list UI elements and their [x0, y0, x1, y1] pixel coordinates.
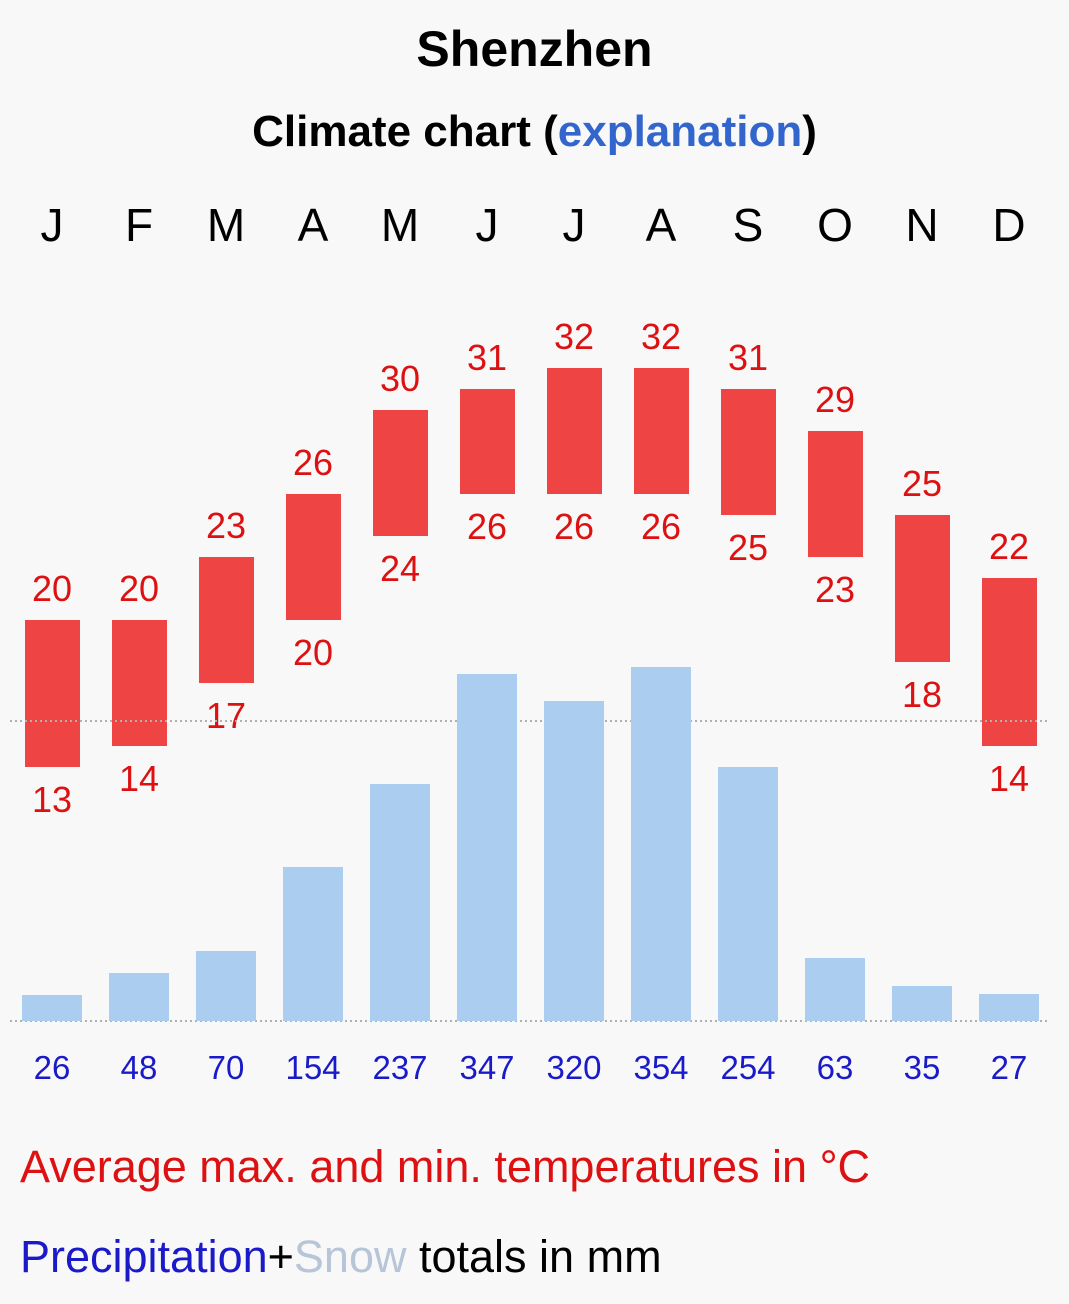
precip-value-label: 237 — [372, 1049, 427, 1086]
temp-min-label: 14 — [989, 758, 1029, 799]
month-label: J — [563, 199, 586, 251]
temp-min-label: 13 — [32, 779, 72, 820]
temp-min-label: 20 — [293, 632, 333, 673]
temp-bar — [286, 494, 341, 620]
temp-bar — [634, 368, 689, 494]
legend-snow-word: Snow — [293, 1231, 407, 1282]
legend-totals: totals in mm — [406, 1231, 662, 1282]
explanation-link[interactable]: explanation — [557, 107, 803, 156]
temp-bar — [982, 578, 1037, 746]
precip-value-label: 254 — [720, 1049, 775, 1086]
month-label: A — [646, 199, 677, 251]
temp-bar — [373, 410, 428, 536]
temp-bar — [199, 557, 254, 683]
precip-bar — [718, 767, 778, 1021]
month-label: D — [992, 199, 1025, 251]
month-label: M — [207, 199, 245, 251]
legend-temperature: Average max. and min. temperatures in °C — [20, 1141, 871, 1192]
temp-max-label: 32 — [641, 316, 681, 357]
precip-value-label: 26 — [34, 1049, 71, 1086]
temp-max-label: 32 — [554, 316, 594, 357]
precip-value-label: 48 — [121, 1049, 158, 1086]
temp-max-label: 22 — [989, 526, 1029, 567]
temperature-bars — [25, 368, 1037, 767]
subtitle-text: Climate chart — [252, 107, 531, 156]
legend-precip-word: Precipitation — [20, 1231, 268, 1282]
precip-value-label: 154 — [285, 1049, 340, 1086]
precip-bar — [544, 701, 604, 1021]
temp-min-label: 18 — [902, 674, 942, 715]
precip-value-label: 35 — [904, 1049, 941, 1086]
temp-min-label: 26 — [467, 506, 507, 547]
month-label: F — [125, 199, 153, 251]
precipitation-labels: 26 48 70 154 237 347 320 354 254 63 35 27 — [34, 1049, 1028, 1086]
temp-bar — [25, 620, 80, 767]
temp-bar — [721, 389, 776, 515]
precip-bar — [283, 867, 343, 1021]
precip-value-label: 320 — [546, 1049, 601, 1086]
month-label: S — [733, 199, 764, 251]
month-label: O — [817, 199, 853, 251]
month-label: M — [381, 199, 419, 251]
precip-value-label: 70 — [208, 1049, 245, 1086]
precip-bar — [457, 674, 517, 1021]
temp-bar — [547, 368, 602, 494]
month-label: A — [298, 199, 329, 251]
temp-min-label: 26 — [641, 506, 681, 547]
legend-plus: + — [267, 1231, 294, 1282]
temp-min-label: 23 — [815, 569, 855, 610]
legend-precipitation: Precipitation+Snow totals in mm — [20, 1229, 662, 1285]
temp-min-label: 24 — [380, 548, 420, 589]
precip-bar — [892, 986, 952, 1021]
temp-max-label: 20 — [119, 568, 159, 609]
precip-bar — [979, 994, 1039, 1021]
month-label: J — [41, 199, 64, 251]
chart-subtitle: Climate chart (explanation) — [0, 104, 1069, 160]
precip-bar — [196, 951, 256, 1021]
precipitation-bars — [22, 667, 1039, 1021]
month-label: N — [905, 199, 938, 251]
temp-max-label: 30 — [380, 358, 420, 399]
precip-value-label: 354 — [633, 1049, 688, 1086]
temp-max-label: 29 — [815, 379, 855, 420]
precip-value-label: 27 — [991, 1049, 1028, 1086]
precip-bar — [370, 784, 430, 1021]
temp-bar — [808, 431, 863, 557]
month-label: J — [476, 199, 499, 251]
temp-bar — [460, 389, 515, 494]
temp-min-label: 14 — [119, 758, 159, 799]
temp-max-label: 23 — [206, 505, 246, 546]
temp-max-label: 20 — [32, 568, 72, 609]
temp-max-label: 31 — [467, 337, 507, 378]
temp-max-label: 26 — [293, 442, 333, 483]
precip-bar — [631, 667, 691, 1021]
temp-bar — [112, 620, 167, 746]
temp-max-label: 25 — [902, 463, 942, 504]
chart-title: Shenzhen — [416, 21, 653, 77]
temperature-labels: 20 13 20 14 23 17 26 20 30 24 31 26 32 26 32 26 31 25 29 23… — [32, 316, 1029, 820]
precip-bar — [805, 958, 865, 1021]
subtitle-open-paren: ( — [543, 107, 558, 156]
precip-bar — [109, 973, 169, 1021]
temp-min-label: 17 — [206, 695, 246, 736]
temp-max-label: 31 — [728, 337, 768, 378]
temp-bar — [895, 515, 950, 662]
precip-value-label: 63 — [817, 1049, 854, 1086]
temp-min-label: 25 — [728, 527, 768, 568]
precip-value-label: 347 — [459, 1049, 514, 1086]
temp-min-label: 26 — [554, 506, 594, 547]
precip-bar — [22, 995, 82, 1021]
subtitle-close-paren: ) — [802, 107, 817, 156]
